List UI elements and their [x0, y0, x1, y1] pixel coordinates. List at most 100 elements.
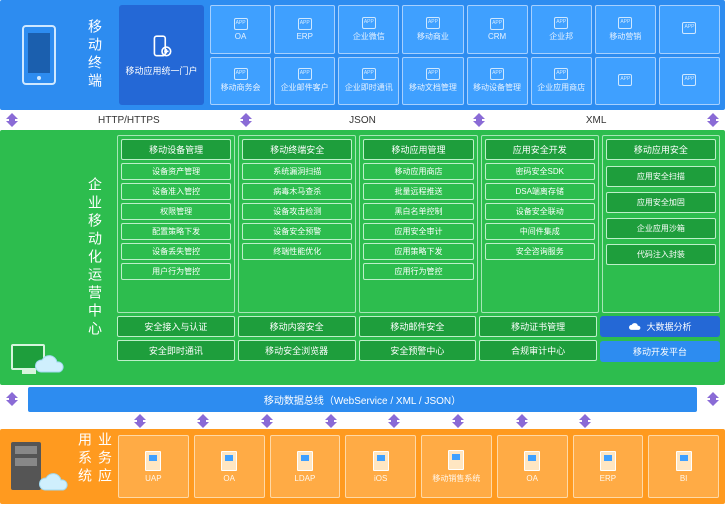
feature-pill[interactable]: 移动证书管理	[479, 316, 597, 337]
feature-item[interactable]: 设备攻击检测	[242, 203, 352, 220]
app-label: ERP	[296, 32, 312, 41]
feature-item[interactable]: 应用安全扫描	[606, 166, 716, 187]
feature-pill[interactable]: 移动安全浏览器	[238, 340, 356, 361]
app-tile[interactable]	[595, 57, 656, 106]
feature-item[interactable]: 用户行为管控	[121, 263, 231, 280]
tier-blue-label: 移动终端	[75, 3, 115, 107]
app-tile[interactable]: 企业即时通讯	[338, 57, 399, 106]
server-tile[interactable]: OA	[497, 435, 568, 498]
feature-item[interactable]: 设备准入管控	[121, 183, 231, 200]
app-tile[interactable]: ERP	[274, 5, 335, 54]
arrow-icon	[238, 112, 254, 128]
server-icon	[221, 451, 237, 471]
app-tile[interactable]: 移动商业	[402, 5, 463, 54]
app-icon	[362, 17, 376, 29]
arrow-icon	[4, 391, 20, 407]
phone-icon	[3, 3, 75, 107]
server-tile[interactable]: LDAP	[270, 435, 341, 498]
server-tile[interactable]: BI	[648, 435, 719, 498]
app-tile[interactable]: 移动文档管理	[402, 57, 463, 106]
app-icon	[426, 68, 440, 80]
app-tile[interactable]: 移动设备管理	[467, 57, 528, 106]
server-tile[interactable]: ERP	[573, 435, 644, 498]
app-icon	[682, 74, 696, 86]
column-header: 移动应用安全	[606, 139, 716, 160]
feature-item[interactable]: 终端性能优化	[242, 243, 352, 260]
mobile-app-portal[interactable]: 移动应用统一门户	[119, 5, 204, 105]
server-icon	[600, 451, 616, 471]
feature-item[interactable]: 权限管理	[121, 203, 231, 220]
server-tile[interactable]: iOS	[345, 435, 416, 498]
feature-pill[interactable]: 合规审计中心	[479, 340, 597, 361]
app-tile[interactable]: 移动商务会	[210, 57, 271, 106]
app-tile[interactable]: 移动营销	[595, 5, 656, 54]
feature-item[interactable]: 应用安全审计	[363, 223, 473, 240]
feature-item[interactable]: 应用策略下发	[363, 243, 473, 260]
app-label: 移动营销	[609, 31, 641, 42]
server-label: ERP	[600, 474, 616, 483]
app-tile[interactable]: 企业应用商店	[531, 57, 592, 106]
column-header: 移动终端安全	[242, 139, 352, 160]
big-data-analysis-button[interactable]: 大数据分析	[600, 316, 720, 337]
app-tile[interactable]: CRM	[467, 5, 528, 54]
tier-green-label: 企业移动化运营中心	[75, 133, 115, 382]
apps-grid: OA ERP 企业微信移动商业 CRM 企业邦移动营销 移动商务会 企业邮件客户企业即时通…	[208, 3, 722, 107]
app-label: OA	[235, 32, 247, 41]
app-label: CRM	[488, 32, 506, 41]
column-header: 移动应用管理	[363, 139, 473, 160]
server-tile[interactable]: 移动销售系统	[421, 435, 492, 498]
feature-item[interactable]: 应用行为管控	[363, 263, 473, 280]
feature-item[interactable]: 批量远程推送	[363, 183, 473, 200]
feature-item[interactable]: 移动应用商店	[363, 163, 473, 180]
feature-item[interactable]: 企业应用沙箱	[606, 218, 716, 239]
protocol-json: JSON	[258, 115, 468, 126]
feature-item[interactable]: 设备安全预警	[242, 223, 352, 240]
app-tile[interactable]	[659, 5, 720, 54]
app-icon	[234, 68, 248, 80]
arrow-icon	[259, 413, 275, 429]
cloud-icon	[37, 472, 71, 494]
feature-item[interactable]: 应用安全加固	[606, 192, 716, 213]
feature-item[interactable]: 黑白名单控制	[363, 203, 473, 220]
feature-pill[interactable]: 移动内容安全	[238, 316, 356, 337]
server-tile[interactable]: OA	[194, 435, 265, 498]
app-label: 移动设备管理	[473, 82, 521, 93]
arrow-icon	[195, 413, 211, 429]
server-icon	[145, 451, 161, 471]
app-icon	[298, 68, 312, 80]
portal-label: 移动应用统一门户	[121, 64, 201, 77]
app-tile[interactable]: 企业微信	[338, 5, 399, 54]
feature-item[interactable]: 代码注入封装	[606, 244, 716, 265]
feature-item[interactable]: 中间件集成	[485, 223, 595, 240]
app-icon	[618, 74, 632, 86]
mobile-data-bus: 移动数据总线（WebService / XML / JSON）	[28, 387, 697, 412]
app-tile[interactable]: 企业邮件客户	[274, 57, 335, 106]
feature-column: 移动设备管理设备资产管理设备准入管控权限管理配置策略下发设备丢失管控用户行为管控	[117, 135, 235, 313]
feature-item[interactable]: 系统漏洞扫描	[242, 163, 352, 180]
app-label: 移动商务会	[221, 82, 261, 93]
app-tile[interactable]	[659, 57, 720, 106]
feature-item[interactable]: 安全咨询服务	[485, 243, 595, 260]
tier-enterprise-mobile-ops: 企业移动化运营中心 移动设备管理设备资产管理设备准入管控权限管理配置策略下发设备…	[0, 130, 725, 385]
feature-item[interactable]: 设备丢失管控	[121, 243, 231, 260]
feature-pill[interactable]: 安全预警中心	[359, 340, 477, 361]
app-icon	[682, 22, 696, 34]
mobile-dev-platform-button[interactable]: 移动开发平台	[600, 341, 720, 362]
app-tile[interactable]: 企业邦	[531, 5, 592, 54]
feature-item[interactable]: 设备安全联动	[485, 203, 595, 220]
app-tile[interactable]: OA	[210, 5, 271, 54]
feature-item[interactable]: 病毒木马查杀	[242, 183, 352, 200]
feature-item[interactable]: 设备资产管理	[121, 163, 231, 180]
app-icon	[618, 17, 632, 29]
column-header: 应用安全开发	[485, 139, 595, 160]
feature-item[interactable]: 配置策略下发	[121, 223, 231, 240]
feature-item[interactable]: 密码安全SDK	[485, 163, 595, 180]
cloud-icon	[33, 354, 67, 376]
feature-pill[interactable]: 安全接入与认证	[117, 316, 235, 337]
server-tile[interactable]: UAP	[118, 435, 189, 498]
feature-pill[interactable]: 移动邮件安全	[359, 316, 477, 337]
app-icon	[554, 68, 568, 80]
feature-item[interactable]: DSA端离存储	[485, 183, 595, 200]
feature-pill[interactable]: 安全即时通讯	[117, 340, 235, 361]
app-icon	[490, 68, 504, 80]
